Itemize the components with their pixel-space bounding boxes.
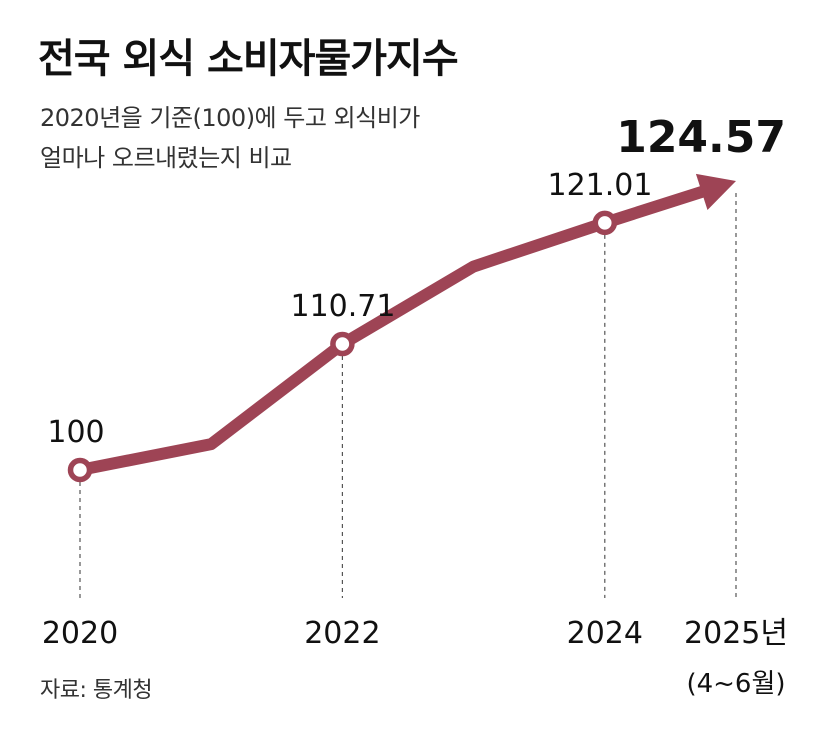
- data-label-2024: 121.01: [548, 168, 653, 203]
- x-tick-label-2022: 2022: [304, 616, 380, 651]
- chart-subtitle-line1: 2020년을 기준(100)에 두고 외식비가: [40, 104, 420, 132]
- source-note: 자료: 통계청: [40, 678, 153, 703]
- data-label-2025: 124.57: [616, 112, 786, 163]
- series-line: [74, 185, 708, 476]
- x-tick-sublabel-2025: (4~6월): [686, 669, 785, 699]
- data-point-2022: [330, 331, 355, 357]
- chart-subtitle-line2: 얼마나 오르내렸는지 비교: [40, 144, 292, 172]
- arrow-head: [695, 173, 736, 211]
- x-tick-label-2020: 2020: [42, 616, 118, 651]
- chart-title: 전국 외식 소비자물가지수: [38, 36, 459, 82]
- data-point-2024: [592, 210, 618, 236]
- x-tick-label-2024: 2024: [567, 616, 643, 651]
- x-tick-label-2025: 2025년: [684, 616, 788, 651]
- data-label-2020: 100: [47, 415, 104, 450]
- data-point-2020: [67, 457, 93, 483]
- data-label-2022: 110.71: [291, 289, 396, 324]
